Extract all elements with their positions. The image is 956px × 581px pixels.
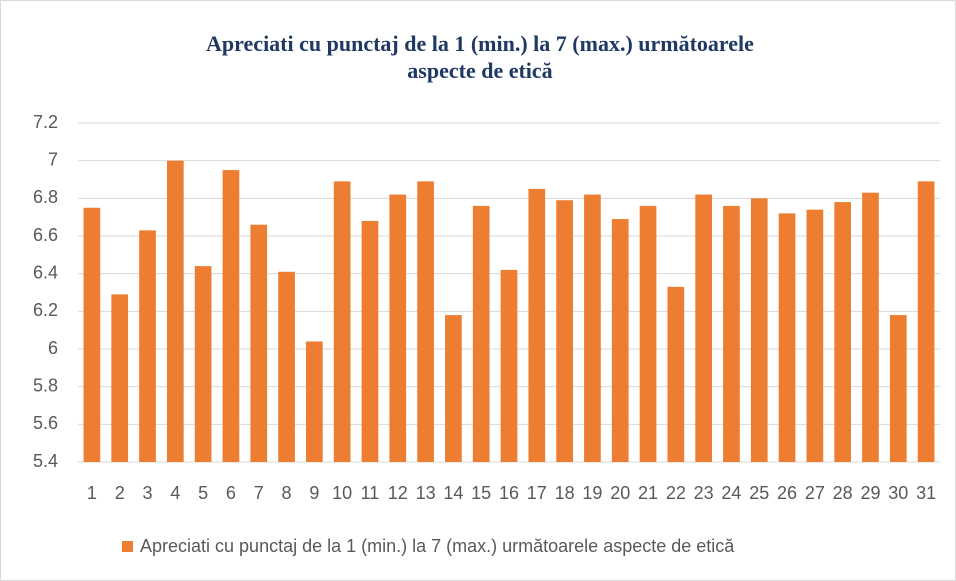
bar [500,269,518,462]
x-tick-label: 14 [443,483,463,503]
bar [611,219,629,462]
x-tick-label: 10 [332,483,352,503]
x-tick-label: 16 [499,483,519,503]
x-tick-label: 5 [198,483,208,503]
y-tick-label: 6 [48,338,58,358]
bar [723,205,740,462]
x-tick-label: 31 [916,483,936,503]
y-tick-label: 5.8 [33,375,58,395]
bar [111,294,129,462]
bar [862,192,879,462]
bar [584,194,601,463]
bar [667,286,685,462]
bar [695,194,712,463]
x-tick-label: 22 [666,483,686,503]
y-tick-label: 6.6 [33,225,58,245]
x-tick-label: 21 [638,483,658,503]
x-tick-label: 2 [115,483,125,503]
y-tick-label: 6.4 [33,262,58,282]
y-tick-label: 5.4 [33,451,58,471]
bar [417,181,434,462]
y-tick-label: 7 [48,149,58,169]
bar [166,160,184,462]
x-tick-label: 27 [805,483,825,503]
bar [278,271,295,462]
chart-title: Apreciati cu punctaj de la 1 (min.) la 7… [206,31,754,83]
x-tick-label: 11 [361,483,380,503]
bar [306,341,323,462]
x-tick-label: 23 [694,483,714,503]
x-tick-label: 28 [833,483,853,503]
bar [917,181,935,462]
bar [639,205,657,462]
bar [750,198,768,463]
x-tick-label: 15 [471,483,491,503]
x-tick-label: 29 [860,483,880,503]
x-tick-label: 26 [777,483,797,503]
y-tick-label: 7.2 [33,112,58,132]
bar [556,200,573,462]
bar [83,207,101,462]
x-tick-label: 25 [749,483,769,503]
bar [389,194,407,463]
x-tick-label: 1 [87,483,97,503]
x-tick-label: 30 [888,483,908,503]
x-tick-label: 4 [170,483,180,503]
bar [194,266,212,462]
bar [778,213,796,462]
x-tick-label: 18 [555,483,575,503]
bar [250,224,268,462]
bar [528,188,546,462]
x-tick-label: 24 [721,483,741,503]
bar [834,202,852,462]
x-tick-label: 7 [254,483,264,503]
bar [806,209,824,462]
x-tick-label: 8 [282,483,292,503]
x-tick-label: 17 [527,483,547,503]
bar [222,170,240,463]
x-tick-label: 13 [416,483,436,503]
y-tick-label: 6.2 [33,300,58,320]
x-tick-label: 20 [610,483,630,503]
legend-label: Apreciati cu punctaj de la 1 (min.) la 7… [140,536,735,556]
bar [361,220,379,462]
bar [889,315,907,462]
y-tick-label: 5.6 [33,413,58,433]
x-tick-label: 12 [388,483,408,503]
bar [139,230,156,462]
x-tick-label: 6 [226,483,236,503]
y-tick-label: 6.8 [33,187,58,207]
bar [472,205,490,462]
bar [333,181,351,462]
bar [445,315,462,462]
x-tick-label: 9 [309,483,319,503]
x-tick-label: 19 [582,483,602,503]
x-tick-label: 3 [143,483,153,503]
legend-swatch [122,541,133,552]
